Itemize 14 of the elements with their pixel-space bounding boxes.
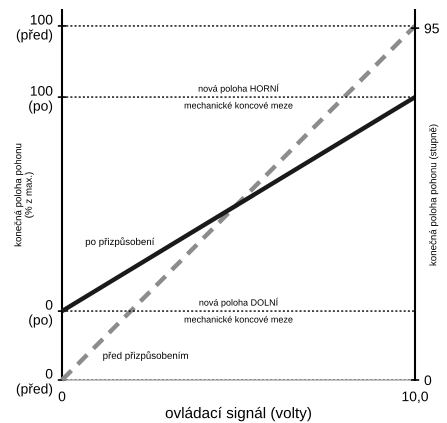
y-tick-label: 100 (před) [16,14,52,42]
y-axis-title: konečná poloha pohonu (% z max.) [14,144,34,246]
y2-tick-label: 95 [424,23,439,34]
x-tick-label: 10,0 [402,391,428,403]
y2-tick-label: 0 [424,375,432,386]
x-axis-title: ovládací signál (volty) [166,406,312,422]
y3-tick-label: 0 (po) [29,300,52,328]
y2-axis-title: konečná poloha pohonu (stupně) [429,124,438,266]
y3-tick-label: 100 (po) [29,86,52,114]
series-label: po přizpůsobení [86,237,154,247]
annotation: nová poloha DOLNÍ mechanické koncové meze [184,298,293,323]
annotation: nová poloha HORNÍ mechanické koncové meze [184,84,293,109]
y-tick-label: 0 (před) [16,368,52,396]
series-label: před přizpůsobením [103,351,188,361]
